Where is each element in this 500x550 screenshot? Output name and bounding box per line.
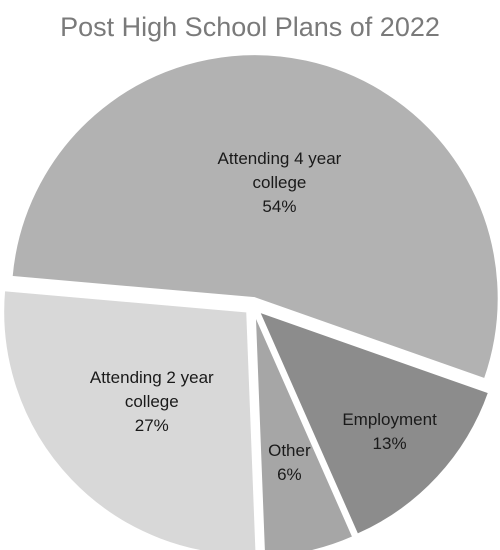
- slice-label-2-line-1: 6%: [277, 465, 302, 484]
- slice-label-0-line-0: Attending 4 year: [218, 149, 342, 168]
- slice-label-0-line-2: 54%: [262, 197, 296, 216]
- chart-title: Post High School Plans of 2022: [60, 12, 440, 42]
- slice-label-0-line-1: college: [253, 173, 307, 192]
- slice-label-3-line-2: 27%: [135, 416, 169, 435]
- slice-label-3-line-1: college: [125, 392, 179, 411]
- slice-label-1-line-0: Employment: [342, 410, 437, 429]
- slice-label-3-line-0: Attending 2 year: [90, 368, 214, 387]
- pie-slice-3: [2, 289, 258, 550]
- pie-slice-0: [10, 53, 500, 381]
- slice-label-1-line-1: 13%: [373, 434, 407, 453]
- slice-label-2-line-0: Other: [268, 441, 311, 460]
- pie-slice-2: [253, 313, 355, 550]
- pie-slice-1: [257, 309, 491, 537]
